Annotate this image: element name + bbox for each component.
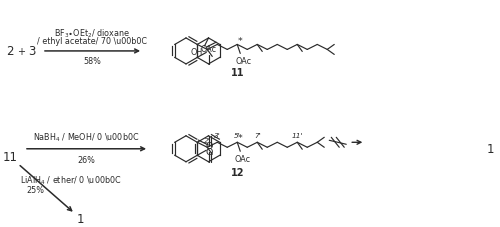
Text: 11': 11' <box>292 133 303 139</box>
Text: OAc: OAc <box>235 57 252 66</box>
Text: BF$_3$$\bullet$OEt$_2$/ dioxane: BF$_3$$\bullet$OEt$_2$/ dioxane <box>54 27 130 40</box>
Text: NaBH$_4$ / MeOH/ 0 \u00b0C: NaBH$_4$ / MeOH/ 0 \u00b0C <box>33 131 139 143</box>
Text: 26%: 26% <box>77 155 95 165</box>
Text: 3': 3' <box>214 133 220 139</box>
Text: 11: 11 <box>2 151 18 163</box>
Text: O: O <box>206 142 213 151</box>
Text: 11: 11 <box>230 68 244 78</box>
Text: 1: 1 <box>76 212 84 225</box>
Text: 2: 2 <box>6 45 14 58</box>
Text: OAc: OAc <box>200 45 216 54</box>
Text: LiAlH$_4$ / ether/ 0 \u00b0C: LiAlH$_4$ / ether/ 0 \u00b0C <box>20 174 122 186</box>
Text: +: + <box>17 47 25 57</box>
Text: O: O <box>206 148 213 157</box>
Text: 25%: 25% <box>26 185 44 194</box>
Text: 1: 1 <box>486 143 494 155</box>
Text: OH: OH <box>190 48 202 57</box>
Text: 5': 5' <box>234 133 240 139</box>
Text: 7': 7' <box>254 133 260 139</box>
Text: / ethyl acetate/ 70 \u00b0C: / ethyl acetate/ 70 \u00b0C <box>37 37 147 46</box>
Text: 2': 2' <box>204 138 210 144</box>
Text: 12: 12 <box>230 168 244 178</box>
Text: *: * <box>238 133 242 142</box>
Text: 3: 3 <box>28 45 35 58</box>
Text: *: * <box>238 37 242 46</box>
Text: 58%: 58% <box>83 57 101 66</box>
Text: OAc: OAc <box>234 154 250 163</box>
